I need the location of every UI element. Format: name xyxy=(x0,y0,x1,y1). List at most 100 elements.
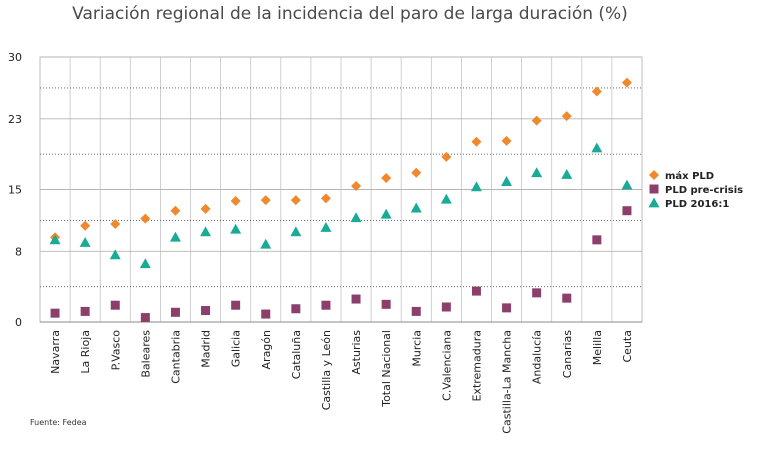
x-tick-label: Castilla y León xyxy=(320,330,333,410)
x-tick-label: Melilla xyxy=(591,330,604,365)
data-point xyxy=(351,294,361,304)
x-tick-label: C.Valenciana xyxy=(440,330,453,401)
data-point xyxy=(260,238,272,249)
data-point xyxy=(80,220,91,231)
data-point xyxy=(591,86,602,97)
x-tick-label: Aragón xyxy=(260,330,273,370)
x-tick-label: Castilla-La Mancha xyxy=(501,330,514,434)
data-point xyxy=(592,235,602,245)
data-point xyxy=(291,304,301,314)
y-tick-label: 30 xyxy=(8,51,22,64)
series-1 xyxy=(50,206,632,323)
legend-label: máx PLD xyxy=(665,170,714,182)
data-point xyxy=(110,218,121,229)
chart-title: Variación regional de la incidencia del … xyxy=(72,4,628,24)
data-point xyxy=(502,303,512,313)
data-point xyxy=(591,142,603,153)
data-point xyxy=(320,193,331,204)
data-point xyxy=(561,168,573,179)
data-point xyxy=(50,308,60,318)
series-2 xyxy=(49,142,633,269)
data-point xyxy=(471,286,481,296)
legend: máx PLD PLD pre-crisis PLD 2016:1 xyxy=(648,170,743,210)
data-point xyxy=(411,167,422,178)
data-point xyxy=(621,179,633,190)
data-point xyxy=(441,302,451,312)
data-point xyxy=(411,306,421,316)
data-point xyxy=(140,313,150,323)
data-point xyxy=(260,195,271,206)
data-point xyxy=(200,203,211,214)
y-tick-label: 8 xyxy=(15,245,22,258)
data-point xyxy=(140,213,151,224)
series-0 xyxy=(50,77,632,243)
x-tick-label: Murcia xyxy=(410,330,423,367)
data-point xyxy=(49,234,61,245)
data-point xyxy=(562,293,572,303)
y-tick-label: 0 xyxy=(15,316,22,329)
data-point xyxy=(440,193,452,204)
data-point xyxy=(200,226,212,237)
data-point xyxy=(532,288,542,298)
data-point xyxy=(261,309,271,319)
data-point xyxy=(290,226,302,237)
axis-layer: 0 8 15 23 30 Navarra La Rioja P.Vasco Baleares Ca… xyxy=(8,51,642,434)
x-tick-label: Ceuta xyxy=(621,330,634,362)
legend-label: PLD pre-crisis xyxy=(665,185,743,196)
data-point xyxy=(621,77,632,88)
x-tick-label: Asturias xyxy=(350,330,363,375)
legend-marker xyxy=(649,170,659,180)
x-tick-label: Extremadura xyxy=(470,330,483,402)
data-point xyxy=(109,249,121,260)
data-point xyxy=(501,135,512,146)
x-tick-label: Andalucía xyxy=(531,330,544,384)
data-point xyxy=(231,300,241,310)
data-point xyxy=(531,167,543,178)
data-point xyxy=(561,111,572,122)
x-tick-label: Canarias xyxy=(561,330,574,378)
data-point xyxy=(381,173,392,184)
x-tick-label: La Rioja xyxy=(79,330,92,374)
data-point xyxy=(380,208,392,219)
x-tick-label: Baleares xyxy=(139,330,152,378)
data-point xyxy=(410,202,422,213)
source-note: Fuente: Fedea xyxy=(30,418,87,427)
data-point xyxy=(170,307,180,317)
data-point xyxy=(230,195,241,206)
data-point xyxy=(321,300,331,310)
data-point xyxy=(139,258,151,269)
x-tick-label: Cantabria xyxy=(169,330,182,384)
y-tick-label: 23 xyxy=(8,113,22,126)
data-point xyxy=(201,306,211,316)
data-point xyxy=(622,206,632,216)
y-tick-label: 15 xyxy=(8,184,22,197)
x-tick-label: Total Nacional xyxy=(380,330,393,408)
legend-label: PLD 2016:1 xyxy=(665,199,729,210)
x-tick-label: Cataluña xyxy=(290,330,303,379)
data-point xyxy=(320,221,332,232)
x-tick-label: P.Vasco xyxy=(109,330,122,371)
data-point xyxy=(170,205,181,216)
data-point xyxy=(230,223,242,234)
data-point xyxy=(351,180,362,191)
data-point xyxy=(80,306,90,316)
data-point xyxy=(381,299,391,309)
data-point xyxy=(110,300,120,310)
data-point xyxy=(79,237,91,247)
data-point xyxy=(470,181,482,192)
data-point xyxy=(441,151,452,162)
data-point xyxy=(531,115,542,126)
marks-layer xyxy=(49,77,633,323)
legend-marker xyxy=(648,197,660,208)
legend-marker xyxy=(649,184,659,194)
data-point xyxy=(501,176,513,186)
x-tick-label: Madrid xyxy=(200,330,213,368)
x-tick-label: Galicia xyxy=(230,330,243,367)
data-point xyxy=(471,136,482,147)
data-point xyxy=(290,195,301,206)
data-point xyxy=(169,231,181,242)
grid-layer xyxy=(39,56,643,323)
data-point xyxy=(350,212,362,223)
x-tick-label: Navarra xyxy=(49,330,62,374)
